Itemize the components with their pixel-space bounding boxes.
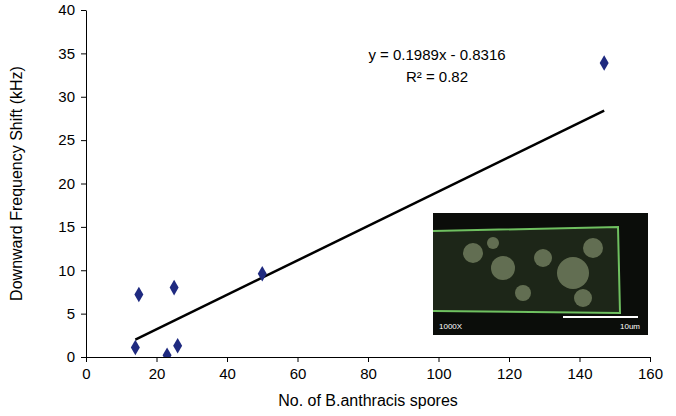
x-tick-mark (650, 357, 651, 362)
x-tick: 100 (426, 357, 451, 382)
x-tick: 20 (149, 357, 166, 382)
plot-area (131, 55, 609, 357)
inset-background (433, 213, 648, 335)
y-tick-mark (81, 184, 86, 185)
y-tick-label: 20 (58, 175, 75, 192)
y-tick: 25 (58, 131, 86, 148)
inset-texture (463, 243, 483, 263)
y-tick-mark (81, 140, 86, 141)
y-tick-mark (81, 357, 86, 358)
inset-scale-bar (563, 316, 638, 318)
x-tick-label: 20 (149, 365, 166, 382)
inset-texture (557, 257, 589, 289)
chart: 0 20 40 60 80 100 120 140 160 0 5 10 15 20 25 30 35 40 No.… (0, 0, 676, 416)
data-point (134, 287, 143, 303)
x-tick-label: 120 (497, 365, 522, 382)
y-tick-mark (81, 270, 86, 271)
x-tick-mark (439, 357, 440, 362)
y-tick-label: 5 (67, 305, 75, 322)
y-tick-label: 25 (58, 131, 75, 148)
inset-texture (574, 289, 592, 307)
x-tick-label: 140 (567, 365, 592, 382)
y-tick-mark (81, 53, 86, 54)
x-tick-label: 80 (360, 365, 377, 382)
y-tick-label: 0 (67, 348, 75, 365)
x-tick: 0 (82, 357, 90, 382)
x-tick: 60 (290, 357, 307, 382)
y-tick-mark (81, 10, 86, 11)
y-axis: 0 5 10 15 20 25 30 35 40 (58, 1, 86, 365)
trendline (135, 111, 604, 340)
y-tick: 15 (58, 218, 86, 235)
y-tick-label: 40 (58, 1, 75, 18)
y-tick: 10 (58, 262, 86, 279)
y-tick-label: 10 (58, 262, 75, 279)
y-axis-title: Downward Frequency Shift (kHz) (8, 66, 25, 301)
y-axis-line (86, 11, 87, 358)
y-tick-label: 35 (58, 45, 75, 62)
inset-texture (491, 256, 515, 280)
x-tick-label: 40 (219, 365, 236, 382)
x-tick-mark (227, 357, 228, 362)
x-tick-mark (86, 357, 87, 362)
y-tick-mark (81, 314, 86, 315)
x-tick-label: 100 (426, 365, 451, 382)
inset-texture (515, 285, 531, 301)
inset-texture (583, 238, 603, 258)
annotation: y = 0.1989x - 0.8316 (368, 46, 505, 63)
y-tick-label: 30 (58, 88, 75, 105)
y-tick: 35 (58, 45, 86, 62)
x-tick-label: 160 (638, 365, 663, 382)
y-tick-mark (81, 97, 86, 98)
y-tick: 40 (58, 1, 86, 18)
inset-texture (487, 237, 499, 249)
y-tick: 30 (58, 88, 86, 105)
inset-label: 1000X (439, 322, 463, 331)
data-point (258, 266, 267, 282)
inset-image: 1000X 10um (433, 213, 648, 335)
x-tick-mark (580, 357, 581, 362)
x-tick: 160 (638, 357, 663, 382)
y-tick: 5 (67, 305, 86, 322)
inset-label: 10um (620, 322, 640, 331)
data-point (600, 55, 609, 71)
data-point (163, 347, 172, 357)
data-point (173, 338, 182, 354)
x-tick-mark (509, 357, 510, 362)
x-axis-title: No. of B.anthracis spores (278, 392, 458, 409)
data-point (131, 340, 140, 356)
x-tick-label: 60 (290, 365, 307, 382)
x-axis: 0 20 40 60 80 100 120 140 160 (82, 357, 663, 382)
y-tick-label: 15 (58, 218, 75, 235)
x-tick-label: 0 (82, 365, 90, 382)
x-tick: 40 (219, 357, 236, 382)
y-tick-mark (81, 227, 86, 228)
x-tick: 140 (567, 357, 592, 382)
x-tick-mark (157, 357, 158, 362)
inset-texture (534, 249, 552, 267)
y-tick: 0 (67, 348, 86, 365)
data-point (170, 280, 179, 296)
x-tick-mark (298, 357, 299, 362)
x-tick: 120 (497, 357, 522, 382)
x-tick: 80 (360, 357, 377, 382)
x-tick-mark (368, 357, 369, 362)
inset-cantilever (433, 227, 620, 313)
annotation: R² = 0.82 (406, 68, 468, 85)
y-tick: 20 (58, 175, 86, 192)
